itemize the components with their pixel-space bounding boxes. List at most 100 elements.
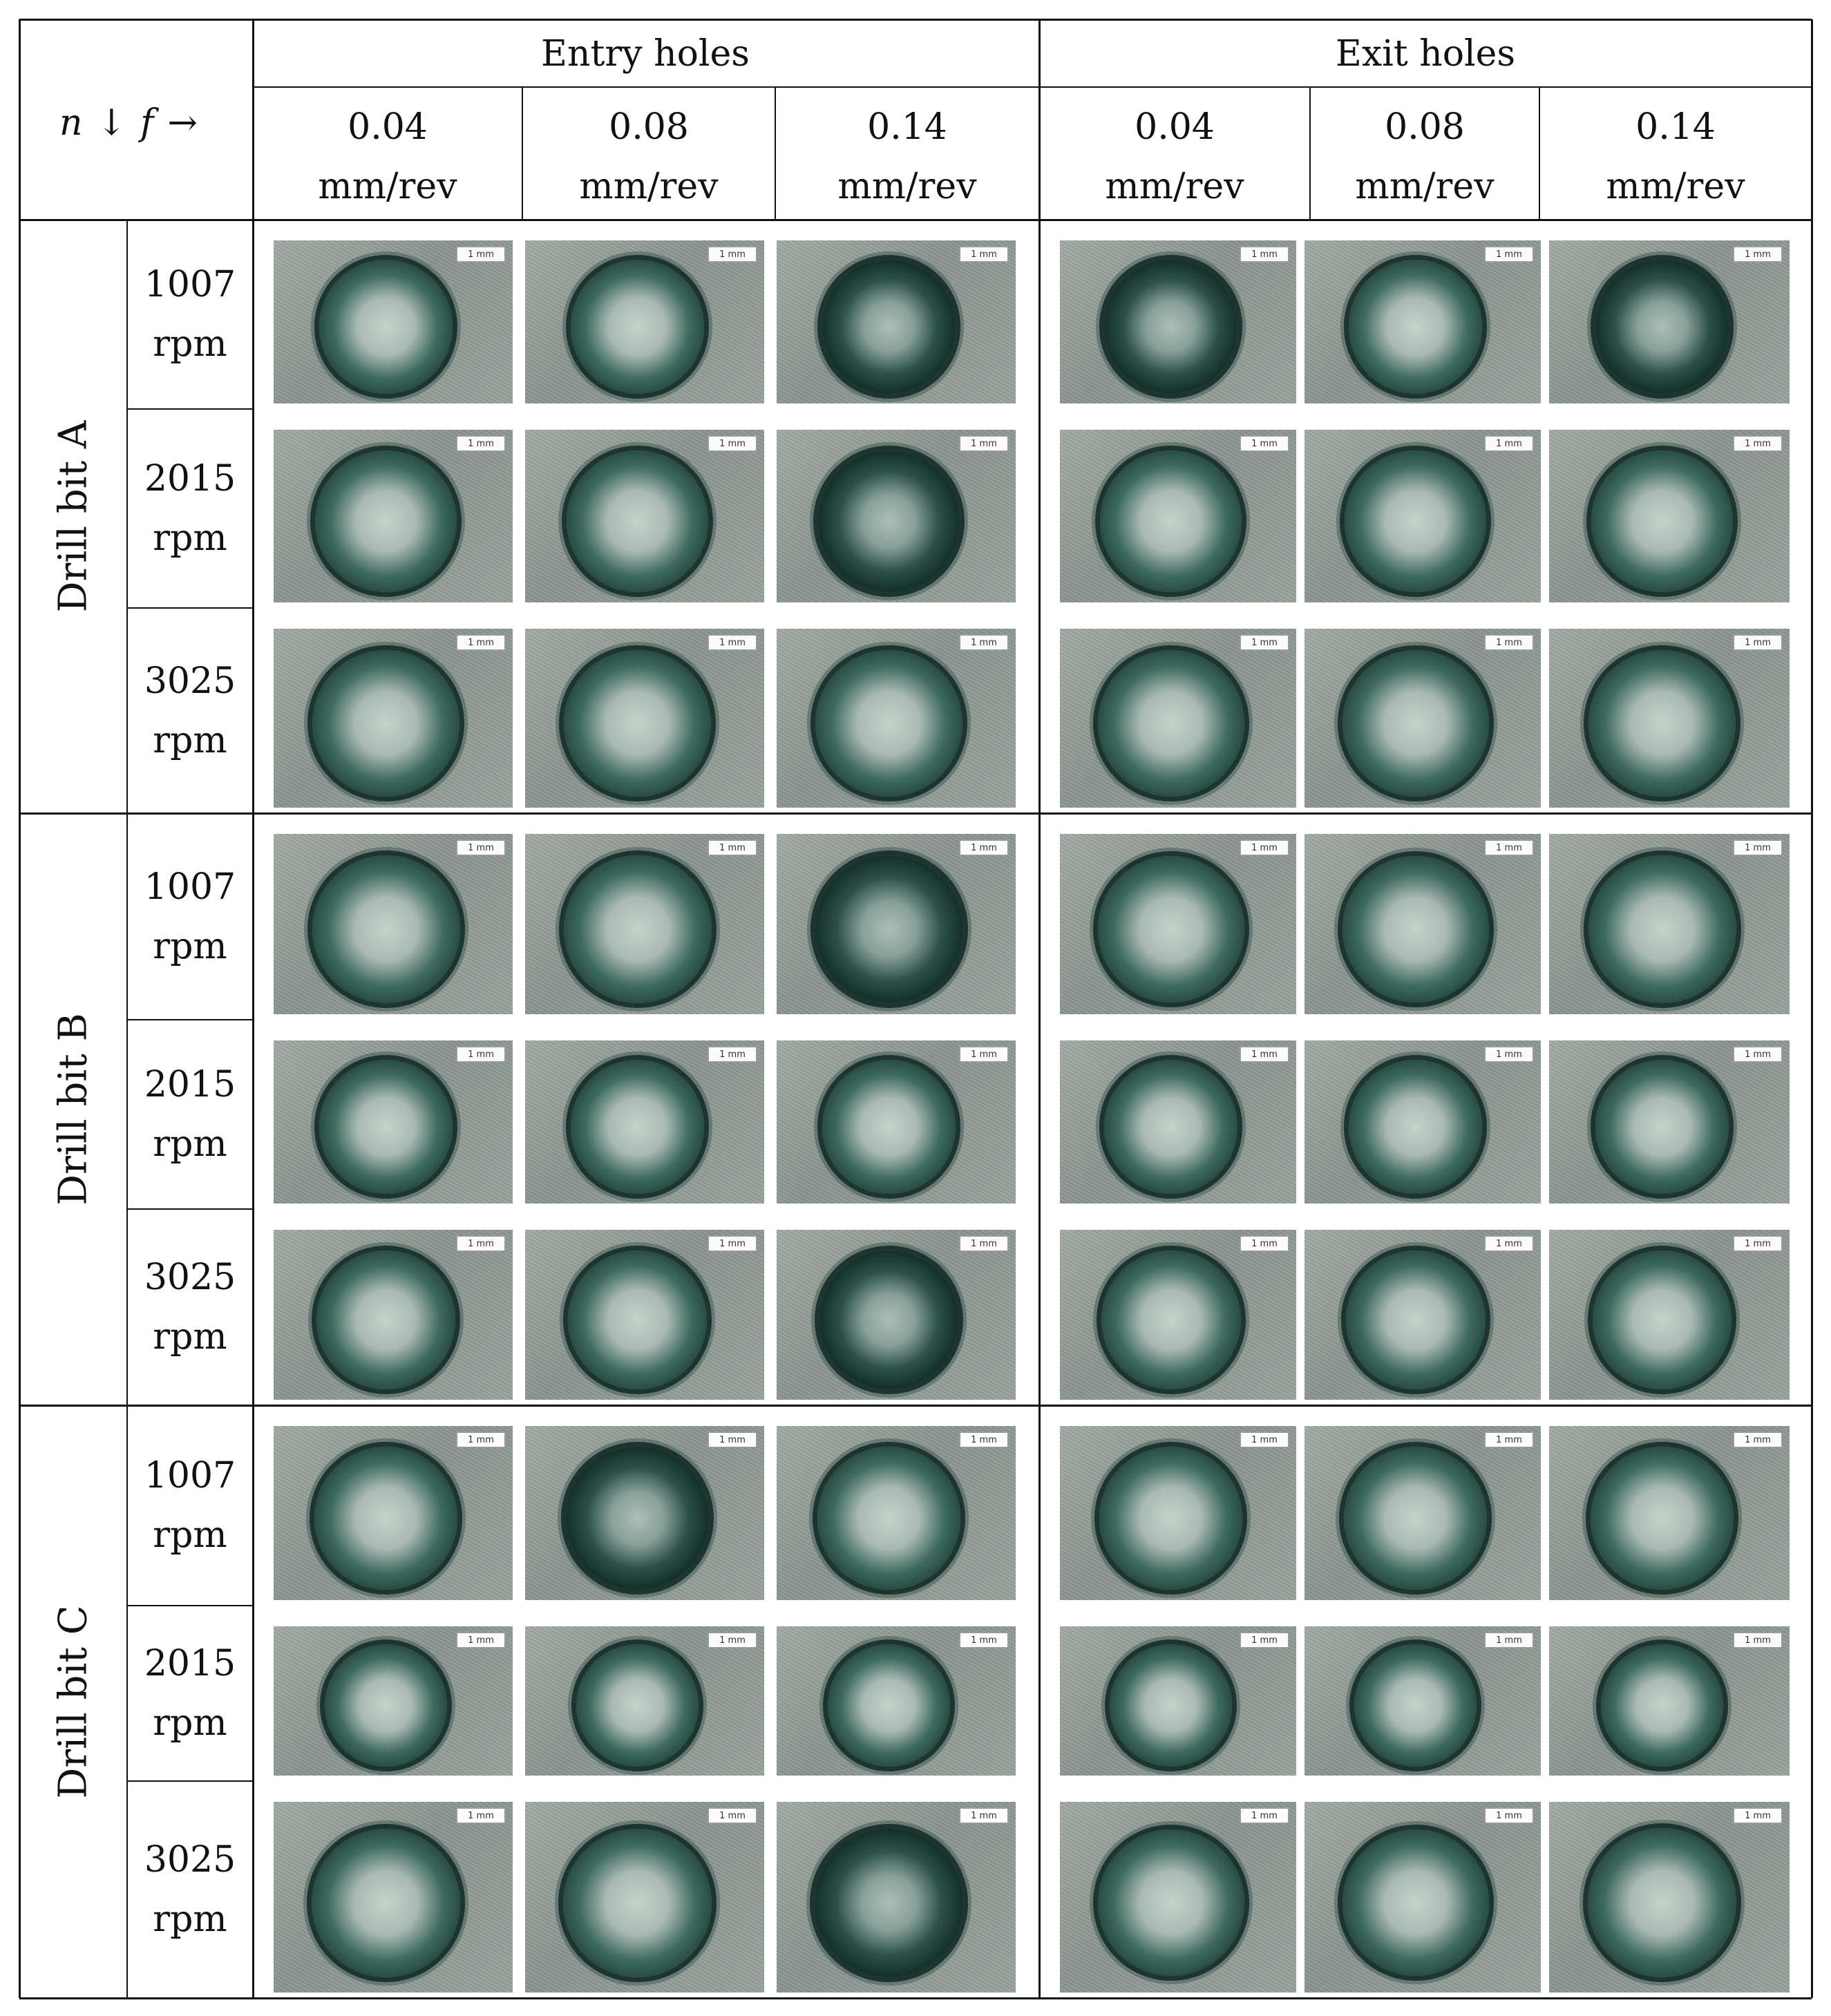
drilled-hole-image	[312, 650, 459, 797]
scale-bar-label: 1 mm	[1240, 1235, 1289, 1252]
drilled-hole-image	[828, 1644, 951, 1767]
feed-unit: mm/rev	[318, 166, 457, 207]
table-rule	[18, 19, 21, 1998]
scale-bar-label: 1 mm	[1240, 1807, 1289, 1824]
hole-micrograph: 1 mm	[274, 1230, 513, 1400]
drilled-hole-image	[815, 855, 963, 1004]
drilled-hole-image	[1592, 1250, 1732, 1390]
feed-unit: mm/rev	[1105, 166, 1244, 207]
speed-label-2: 3025 rpm	[127, 608, 253, 813]
hole-micrograph: 1 mm	[525, 1230, 764, 1400]
scale-bar-label: 1 mm	[456, 1432, 506, 1448]
feed-value: 0.14	[1635, 106, 1716, 148]
scale-bar-label: 1 mm	[456, 1046, 506, 1063]
scale-bar-label: 1 mm	[1484, 839, 1534, 856]
drilled-hole-image	[815, 1829, 963, 1977]
scale-bar-label: 1 mm	[456, 634, 506, 651]
feed-value: 0.08	[1385, 106, 1465, 148]
hole-micrograph: 1 mm	[1060, 430, 1296, 602]
speed-value: 3025	[144, 660, 236, 702]
drilled-hole-image	[1591, 1447, 1734, 1590]
table-rule	[19, 218, 1812, 221]
drilled-hole-image	[312, 1829, 460, 1977]
drilled-hole-image	[1097, 856, 1244, 1003]
entry-holes-header: Entry holes	[541, 33, 750, 75]
drilled-hole-image	[1342, 856, 1489, 1003]
hole-micrograph: 1 mm	[1549, 1626, 1790, 1776]
feed-value: 0.08	[609, 106, 689, 148]
hole-micrograph: 1 mm	[274, 430, 513, 602]
scale-bar-label: 1 mm	[959, 634, 1009, 651]
hole-micrograph: 1 mm	[1060, 1626, 1296, 1776]
scale-bar-label: 1 mm	[1733, 1432, 1783, 1448]
scale-bar-label: 1 mm	[708, 1235, 757, 1252]
hole-micrograph: 1 mm	[1060, 1426, 1296, 1600]
drill-bit-label-text: Drill bit C	[50, 1604, 96, 1799]
speed-unit: rpm	[153, 1123, 227, 1165]
hole-micrograph: 1 mm	[1549, 834, 1790, 1014]
axis-corner-label: n ↓ f →	[59, 102, 199, 144]
hole-micrograph: 1 mm	[525, 1802, 764, 1993]
drilled-hole-image	[1595, 1060, 1729, 1194]
hole-micrograph: 1 mm	[525, 430, 764, 602]
speed-value: 1007	[144, 264, 236, 305]
hole-micrograph: 1 mm	[274, 240, 513, 403]
hole-micrograph: 1 mm	[1305, 1230, 1541, 1400]
hole-micrograph: 1 mm	[1549, 1230, 1790, 1400]
table-rule	[127, 408, 253, 410]
hole-micrograph: 1 mm	[1060, 240, 1296, 403]
drill-bit-label-0: Drill bit A	[19, 220, 127, 813]
hole-micrograph: 1 mm	[1305, 1626, 1541, 1776]
drilled-hole-image	[817, 1447, 960, 1590]
hole-micrograph: 1 mm	[1305, 1040, 1541, 1204]
table-rule	[19, 1404, 1812, 1407]
drilled-hole-image	[312, 855, 460, 1004]
scale-bar-label: 1 mm	[1733, 1235, 1783, 1252]
scale-bar-label: 1 mm	[1733, 1632, 1783, 1648]
feed-value: 0.04	[348, 106, 428, 148]
drilled-hole-image	[1344, 1447, 1488, 1590]
table-rule	[19, 18, 1812, 21]
feed-header-1: 0.08 mm/rev	[522, 94, 775, 220]
drilled-hole-image	[819, 1250, 959, 1390]
hole-micrograph: 1 mm	[274, 1040, 513, 1204]
feed-header-4: 0.08 mm/rev	[1310, 94, 1539, 220]
drilled-hole-image	[570, 1060, 705, 1194]
hole-micrograph: 1 mm	[1549, 1802, 1790, 1993]
scale-bar-label: 1 mm	[456, 1235, 506, 1252]
speed-unit: rpm	[153, 925, 227, 967]
hole-micrograph: 1 mm	[777, 1626, 1016, 1776]
speed-value: 2015	[144, 1064, 236, 1105]
hole-micrograph: 1 mm	[1060, 629, 1296, 808]
table-rule	[522, 87, 523, 220]
feed-unit: mm/rev	[1606, 166, 1745, 207]
feed-header-0: 0.04 mm/rev	[253, 94, 522, 220]
feed-value: 0.14	[867, 106, 947, 148]
speed-unit: rpm	[153, 323, 227, 365]
table-rule	[1539, 87, 1540, 220]
drilled-hole-image	[1097, 650, 1244, 797]
hole-micrograph: 1 mm	[525, 240, 764, 403]
drilled-hole-image	[316, 1250, 456, 1390]
hole-micrograph: 1 mm	[274, 1802, 513, 1993]
drilled-hole-image	[1587, 1828, 1737, 1978]
table-rule	[19, 812, 1812, 815]
hole-micrograph: 1 mm	[777, 240, 1016, 403]
scale-bar-label: 1 mm	[708, 634, 757, 651]
drilled-hole-image	[564, 650, 711, 797]
speed-value: 3025	[144, 1257, 236, 1298]
table-rule	[1309, 87, 1311, 220]
table-rule	[1038, 19, 1041, 1998]
speed-label-1: 2015 rpm	[127, 409, 253, 608]
drilled-hole-image	[818, 450, 960, 592]
hole-micrograph: 1 mm	[1305, 240, 1541, 403]
drilled-hole-image	[576, 1644, 699, 1767]
scale-bar-label: 1 mm	[1240, 435, 1289, 452]
drill-bit-label-1: Drill bit B	[19, 813, 127, 1405]
speed-unit: rpm	[153, 1514, 227, 1556]
scale-bar-label: 1 mm	[708, 839, 757, 856]
drilled-hole-image	[1110, 1644, 1233, 1767]
drilled-hole-image	[1588, 650, 1736, 797]
drilled-hole-image	[1099, 1447, 1243, 1590]
